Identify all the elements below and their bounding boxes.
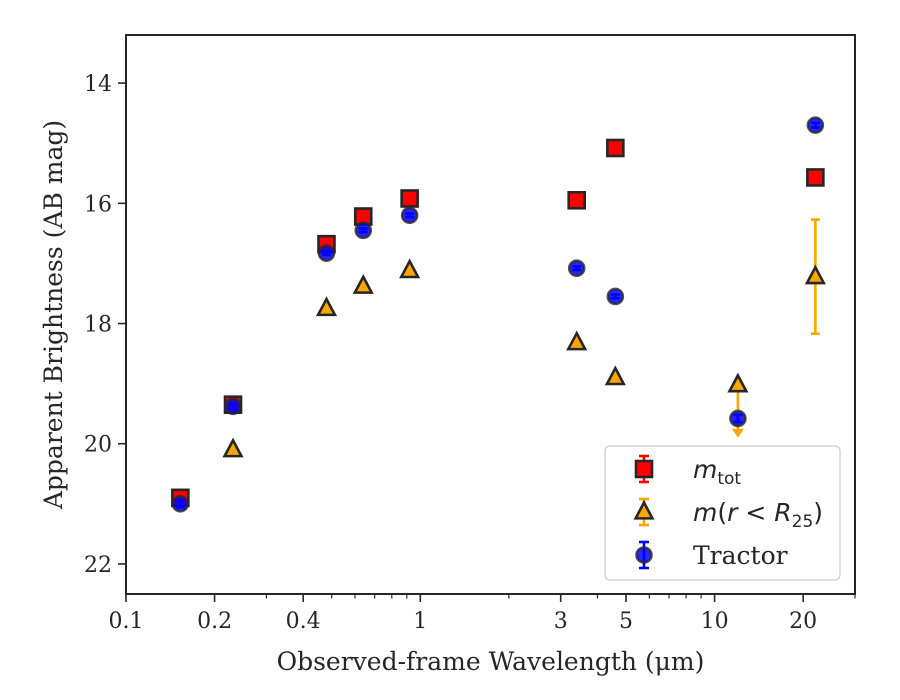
data-point-circle	[224, 397, 242, 416]
x-tick-label: 1	[413, 609, 427, 634]
data-point-triangle	[222, 437, 244, 458]
x-tick-label: 0.1	[109, 609, 144, 634]
y-tick-label: 22	[84, 553, 112, 578]
data-point-triangle	[604, 365, 626, 386]
data-point-circle	[606, 287, 625, 306]
y-tick-label: 14	[84, 72, 112, 97]
series-circle	[171, 116, 825, 513]
upper-limit-arrow	[731, 428, 744, 438]
data-point-circle	[729, 409, 747, 428]
axes-frame	[125, 34, 856, 595]
data-point-square	[806, 168, 825, 187]
data-point-triangle	[399, 258, 421, 279]
data-point-circle	[567, 259, 586, 278]
data-point-triangle	[804, 264, 826, 285]
data-point-square	[400, 189, 419, 208]
data-point-triangle	[727, 372, 749, 393]
legend-marker-circle	[635, 546, 653, 564]
legend-marker-triangle	[633, 499, 655, 520]
y-axis-label: Apparent Brightness (AB mag)	[39, 120, 68, 510]
data-point-circle	[400, 206, 419, 225]
y-tick-label: 20	[84, 433, 112, 458]
series-triangle	[222, 218, 826, 458]
data-point-circle	[171, 495, 190, 513]
legend-entry: Tractor	[635, 540, 788, 570]
data-point-triangle	[352, 274, 374, 294]
x-tick-label: 10	[701, 609, 729, 634]
legend-box	[604, 445, 841, 581]
data-point-triangle	[566, 330, 588, 351]
y-tick-label: 16	[84, 192, 112, 217]
data-point-circle	[354, 221, 373, 240]
y-tick-label: 18	[84, 313, 112, 338]
data-point-triangle	[315, 296, 338, 317]
data-point-square	[567, 190, 587, 210]
x-tick-label: 0.2	[197, 609, 232, 634]
plot-area	[171, 116, 826, 513]
legend-label: Tractor	[693, 541, 788, 570]
x-tick-label: 0.4	[286, 609, 321, 634]
data-point-square	[606, 138, 625, 158]
data-point-circle	[806, 116, 825, 134]
legend-marker-square	[634, 459, 654, 479]
axis-ticks: 0.1 0.2 0.4 1 3 5 10 20 14 16 18 20 22	[84, 72, 856, 634]
x-axis-label: Observed-frame Wavelength (μm)	[277, 647, 705, 676]
data-point-circle	[317, 244, 336, 262]
x-tick-label: 20	[789, 609, 817, 634]
x-tick-label: 5	[619, 609, 633, 634]
x-tick-label: 3	[554, 609, 568, 634]
